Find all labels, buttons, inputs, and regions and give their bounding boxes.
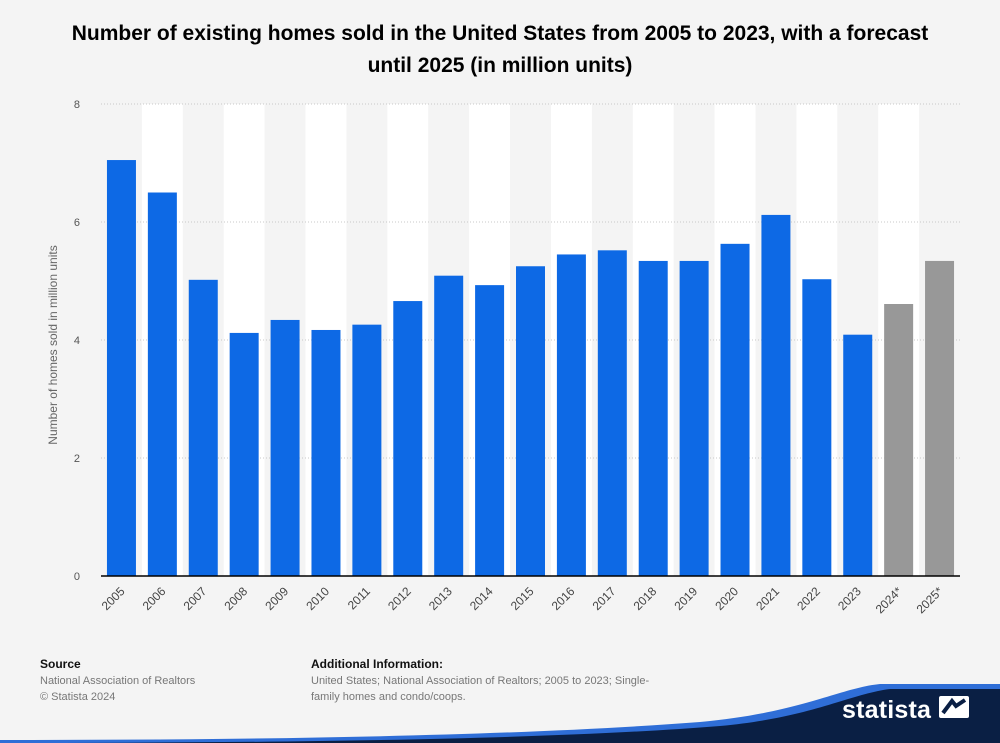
bar-2008[interactable] <box>229 332 259 576</box>
x-tick-label: 2015 <box>508 584 537 613</box>
x-tick-label: 2024* <box>873 584 905 616</box>
bar-2009[interactable] <box>270 319 300 576</box>
bar-2014[interactable] <box>475 285 505 576</box>
bar-2021[interactable] <box>761 214 791 577</box>
x-tick-label: 2014 <box>467 584 496 613</box>
additional-info-line: family homes and condo/coops. <box>311 691 466 703</box>
y-tick-label: 8 <box>74 99 80 111</box>
bar-2022[interactable] <box>802 279 832 576</box>
bar-2025-forecast[interactable] <box>925 260 955 576</box>
x-tick-label: 2018 <box>631 584 660 613</box>
bar-2013[interactable] <box>434 275 464 576</box>
bar-2015[interactable] <box>516 266 545 576</box>
y-tick-layer: 0 2 4 6 8 <box>74 99 80 583</box>
source-label: Source <box>40 657 81 671</box>
x-tick-label: 2013 <box>426 584 455 613</box>
bar-2018[interactable] <box>638 260 668 576</box>
source-block: Source National Association of Realtors … <box>40 656 195 705</box>
x-tick-label: 2025* <box>914 584 946 616</box>
bar-layer <box>106 160 955 577</box>
bar-2019[interactable] <box>679 260 709 576</box>
x-tick-label: 2010 <box>303 584 332 613</box>
additional-info-block: Additional Information: United States; N… <box>311 656 711 705</box>
x-tick-label: 2016 <box>549 584 578 613</box>
y-axis-label: Number of homes sold in million units <box>46 245 60 444</box>
additional-info-label: Additional Information: <box>311 657 443 671</box>
x-tick-label: 2019 <box>671 584 700 613</box>
x-tick-label: 2012 <box>385 584 414 613</box>
bar-2011[interactable] <box>352 324 382 576</box>
bar-2023[interactable] <box>843 334 873 576</box>
x-tick-label: 2023 <box>835 584 864 613</box>
chart-title: Number of existing homes sold in the Uni… <box>71 22 929 77</box>
x-tick-label: 2011 <box>345 584 373 612</box>
x-tick-label: 2009 <box>262 584 291 613</box>
x-tick-label: 2021 <box>753 584 782 613</box>
bar-2016[interactable] <box>556 254 586 576</box>
bar-2005[interactable] <box>106 160 136 577</box>
bar-2012[interactable] <box>393 301 423 576</box>
statista-wordmark: statista <box>842 696 932 724</box>
additional-info-line: United States; National Association of R… <box>311 675 650 687</box>
y-tick-label: 4 <box>74 335 80 347</box>
bar-2006[interactable] <box>147 192 177 577</box>
x-tick-label: 2007 <box>181 584 210 613</box>
y-tick-label: 6 <box>74 217 80 229</box>
bar-2020[interactable] <box>720 243 750 576</box>
bar-2024-forecast[interactable] <box>884 304 914 576</box>
y-tick-label: 0 <box>74 571 80 583</box>
brand-footer-wave <box>0 684 1000 743</box>
x-tick-label: 2006 <box>140 584 169 613</box>
statista-logo[interactable]: statista <box>842 696 970 725</box>
x-tick-label: 2005 <box>99 584 128 613</box>
source-line: National Association of Realtors <box>40 675 196 687</box>
x-tick-label: 2017 <box>590 584 619 613</box>
statista-logo-icon <box>939 696 970 725</box>
x-tick-label: 2022 <box>794 584 823 613</box>
bar-2007[interactable] <box>188 279 218 576</box>
y-tick-label: 2 <box>74 453 80 465</box>
x-tick-label: 2008 <box>222 584 251 613</box>
bar-2017[interactable] <box>597 250 627 576</box>
x-tick-layer: 2005 2006 2007 2008 2009 2010 2011 2012 2013 2014… <box>99 584 946 616</box>
bar-2010[interactable] <box>311 329 341 576</box>
x-tick-label: 2020 <box>712 584 741 613</box>
copyright-line: © Statista 2024 <box>40 691 116 703</box>
